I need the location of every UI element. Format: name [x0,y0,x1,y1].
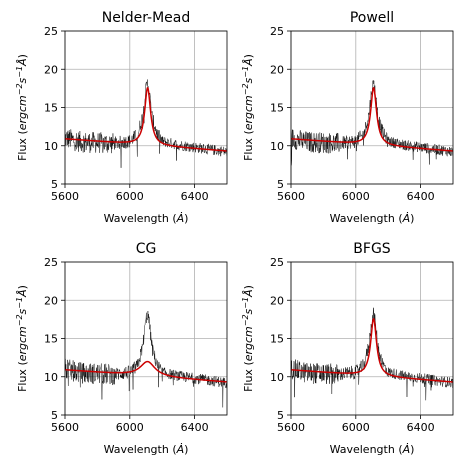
y-axis-label: Flux (ergcm−2s−1Å) [15,285,30,392]
y-axis-label: Flux (ergcm−2s−1Å) [241,54,256,161]
y-tick-label: 20 [270,63,284,76]
axes-frame [64,30,228,185]
axes-frame [290,30,454,185]
chart-title: Nelder-Mead [102,10,191,26]
x-tick-label: 6000 [116,190,144,203]
x-tick-label: 5600 [51,421,79,434]
model-fit-series [65,86,227,152]
chart-panel: 5600 6000 6400 5 10 15 20 25 CG Wavelength (Ȧ) Flu… [15,241,228,456]
x-tick-label: 6000 [342,421,370,434]
x-tick-label: 6400 [181,421,209,434]
model-fit-series [291,317,453,383]
y-tick-label: 10 [44,140,58,153]
y-tick-label: 15 [270,102,284,115]
y-tick-label: 5 [51,178,58,191]
y-tick-label: 20 [44,63,58,76]
y-axis-label: Flux (ergcm−2s−1Å) [15,54,30,161]
y-tick-label: 25 [270,256,284,269]
observed-spectrum-series [65,310,227,408]
axes-frame [290,261,454,416]
x-tick-label: 6400 [407,190,435,203]
chart-panel: 5600 6000 6400 5 10 15 20 25 Nelder-Mead Waveleng… [15,10,228,225]
x-axis-label: Wavelength (Ȧ) [330,212,415,225]
y-tick-label: 25 [270,25,284,38]
y-axis-label: Flux (ergcm−2s−1Å) [241,285,256,392]
chart-panel: 5600 6000 6400 5 10 15 20 25 Powell Wavelength (Ȧ… [241,10,454,225]
y-tick-label: 25 [44,25,58,38]
chart-panel: 5600 6000 6400 5 10 15 20 25 BFGS Wavelength (Ȧ) F… [241,241,454,456]
y-tick-label: 15 [44,102,58,115]
y-tick-label: 20 [270,294,284,307]
x-tick-label: 5600 [51,190,79,203]
axes-frame [64,261,228,416]
x-axis-label: Wavelength (Ȧ) [330,443,415,456]
observed-spectrum-series [65,79,227,169]
x-tick-label: 5600 [277,190,305,203]
y-tick-label: 5 [51,409,58,422]
y-tick-label: 15 [44,333,58,346]
y-tick-label: 10 [44,371,58,384]
y-tick-label: 20 [44,294,58,307]
y-tick-label: 15 [270,333,284,346]
chart-title: CG [136,241,157,257]
x-tick-label: 6400 [181,190,209,203]
x-tick-label: 5600 [277,421,305,434]
y-tick-label: 10 [270,371,284,384]
y-tick-label: 5 [277,409,284,422]
x-tick-label: 6400 [407,421,435,434]
x-axis-label: Wavelength (Ȧ) [104,443,189,456]
observed-spectrum-series [291,307,453,401]
model-fit-series [291,86,453,152]
chart-title: Powell [350,10,394,26]
x-tick-label: 6000 [342,190,370,203]
y-tick-label: 10 [270,140,284,153]
y-tick-label: 25 [44,256,58,269]
x-axis-label: Wavelength (Ȧ) [104,212,189,225]
chart-title: BFGS [353,241,391,257]
model-fit-series [65,360,227,383]
x-tick-label: 6000 [116,421,144,434]
y-tick-label: 5 [277,178,284,191]
